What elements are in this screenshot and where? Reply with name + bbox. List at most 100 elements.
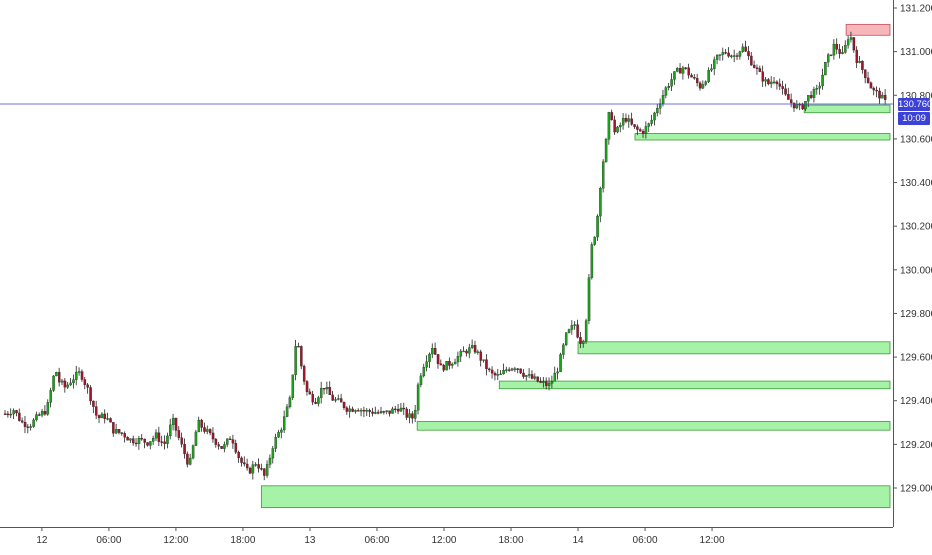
candle-body [57, 372, 61, 383]
candle-body [864, 69, 867, 79]
candle-body [602, 161, 605, 189]
y-tick-label: 129.600 [900, 353, 932, 364]
candle-body [741, 46, 745, 52]
candle-body [855, 49, 858, 63]
candle-body [818, 85, 821, 89]
supply-zone [845, 23, 891, 36]
candle-body [348, 408, 352, 412]
candle-body [257, 464, 260, 469]
candle-body [878, 90, 881, 99]
candle-body [718, 54, 722, 56]
candle-body [724, 52, 727, 54]
candle-body [832, 43, 836, 56]
candle-body [77, 371, 81, 373]
candle-body [815, 88, 819, 90]
candle-body [824, 61, 827, 76]
candle-body [607, 112, 611, 140]
candle-body [468, 347, 471, 354]
candle-body [337, 398, 340, 400]
candle-body [550, 381, 554, 384]
y-tick-label: 130.400 [900, 178, 932, 189]
candle-body [180, 437, 183, 445]
candle-body [117, 429, 121, 433]
candle-body [670, 79, 673, 87]
candle-body [827, 54, 830, 63]
candle-body [92, 400, 95, 407]
candle-body [516, 368, 520, 370]
candle-body [476, 351, 480, 354]
candle-body [18, 412, 21, 421]
candle-body [23, 422, 27, 427]
candle-body [653, 112, 656, 121]
candle-body [542, 381, 545, 383]
candle-body [146, 442, 149, 446]
candle-body [328, 387, 332, 396]
candle-body [171, 417, 175, 426]
candle-body [75, 371, 78, 380]
candle-body [274, 437, 277, 449]
candle-body [829, 54, 833, 56]
candle-body [621, 118, 625, 126]
candle-body [240, 457, 243, 463]
candle-body [881, 94, 884, 99]
x-tick-label: 12:00 [700, 535, 725, 546]
candle-body [431, 348, 434, 355]
candle-body [314, 401, 317, 404]
candle-body [288, 397, 292, 408]
candle-body [294, 346, 297, 376]
candle-body [750, 55, 753, 66]
candle-body [228, 438, 232, 441]
candle-body [772, 81, 776, 84]
candle-body [883, 94, 887, 100]
candle-body [231, 439, 235, 444]
candle-body [661, 95, 665, 104]
candle-body [203, 427, 206, 432]
candle-body [154, 432, 158, 439]
candle-body [866, 77, 870, 83]
candle-body [243, 462, 246, 465]
candle-body [308, 391, 312, 395]
candle-body [713, 59, 716, 69]
candle-body [861, 61, 864, 70]
candle-body [664, 87, 668, 96]
candle-body [100, 413, 104, 419]
candle-body [302, 365, 306, 382]
candle-body [322, 387, 326, 390]
candle-body [283, 416, 286, 431]
candle-body [285, 406, 289, 417]
candle-body [647, 123, 651, 127]
candle-body [197, 419, 201, 433]
candle-body [396, 408, 400, 412]
candle-body [208, 429, 212, 434]
candle-body [9, 413, 13, 416]
candle-body [220, 446, 223, 449]
candle-body [727, 52, 730, 57]
candle-body [160, 441, 164, 443]
candle-body [317, 397, 320, 404]
x-tick-label: 12 [36, 535, 48, 546]
candle-body [411, 413, 414, 419]
candle-body [684, 67, 688, 69]
candle-body [123, 433, 127, 438]
x-tick-label: 06:00 [96, 535, 121, 546]
candle-body [599, 188, 602, 217]
candle-body [502, 370, 505, 375]
candle-body [733, 55, 736, 57]
candle-body [465, 350, 468, 354]
candle-body [334, 399, 337, 401]
candle-body [573, 324, 577, 326]
candle-body [63, 380, 67, 388]
candle-body [627, 118, 631, 122]
candle-body [858, 61, 861, 63]
candle-body [52, 375, 55, 391]
candle-body [755, 67, 759, 69]
x-tick-label: 18:00 [498, 535, 523, 546]
candle-body [55, 372, 58, 377]
candle-body [844, 44, 847, 53]
candle-body [86, 384, 89, 388]
candle-body [596, 215, 599, 238]
candle-body [527, 374, 531, 376]
candle-body [35, 414, 38, 421]
